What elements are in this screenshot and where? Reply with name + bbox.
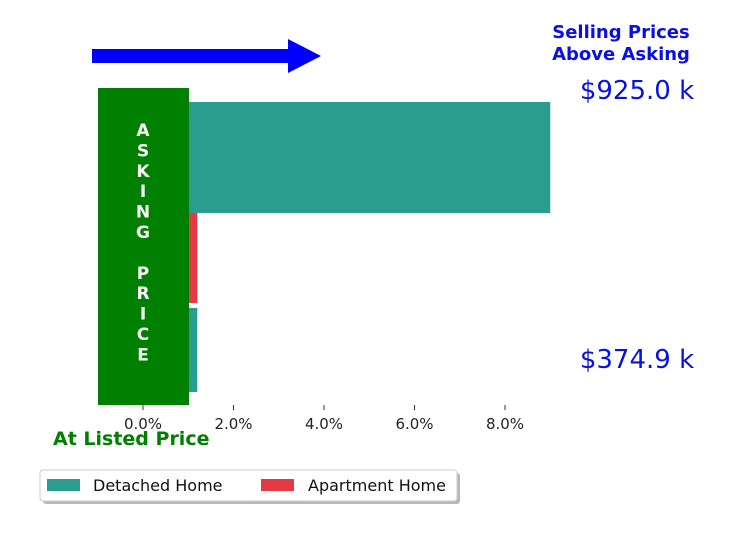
legend-label-detached: Detached Home — [93, 476, 223, 495]
asking-letter-8: R — [136, 284, 149, 304]
x-tick-label-1: 2.0% — [214, 415, 252, 433]
bar-detached-home-1 — [143, 102, 551, 213]
legend-label-apartment: Apartment Home — [308, 476, 446, 495]
asking-letter-9: I — [140, 305, 146, 325]
asking-letter-1: S — [137, 141, 149, 161]
bars-layer — [143, 102, 551, 392]
price-label-bottom: $374.9 k — [580, 345, 694, 375]
title-line-1: Selling Prices — [552, 22, 689, 43]
title-line-2: Above Asking — [552, 44, 690, 65]
at-listed-price-label: At Listed Price — [53, 428, 209, 450]
legend-swatch-apartment — [261, 479, 294, 491]
asking-letter-11: E — [137, 345, 149, 365]
right-arrow — [92, 39, 321, 73]
asking-letter-5: G — [136, 223, 150, 243]
legend-swatch-detached — [47, 479, 80, 491]
asking-letter-0: A — [136, 121, 150, 141]
price-label-top: $925.0 k — [580, 76, 694, 106]
x-tick-label-2: 4.0% — [305, 415, 343, 433]
asking-letter-7: P — [137, 264, 149, 284]
asking-letter-2: K — [136, 162, 150, 182]
legend: Detached Home Apartment Home — [39, 469, 460, 504]
asking-letter-4: N — [136, 203, 150, 223]
asking-letter-3: I — [140, 182, 146, 202]
x-tick-label-3: 6.0% — [395, 415, 433, 433]
x-axis-ticks: 0.0% 2.0% 4.0% 6.0% 8.0% — [124, 405, 524, 433]
asking-letter-10: C — [137, 325, 149, 345]
x-tick-label-4: 8.0% — [486, 415, 524, 433]
asking-price-block — [98, 88, 189, 405]
legend-box — [39, 469, 458, 502]
x-tick-label-0: 0.0% — [124, 415, 162, 433]
